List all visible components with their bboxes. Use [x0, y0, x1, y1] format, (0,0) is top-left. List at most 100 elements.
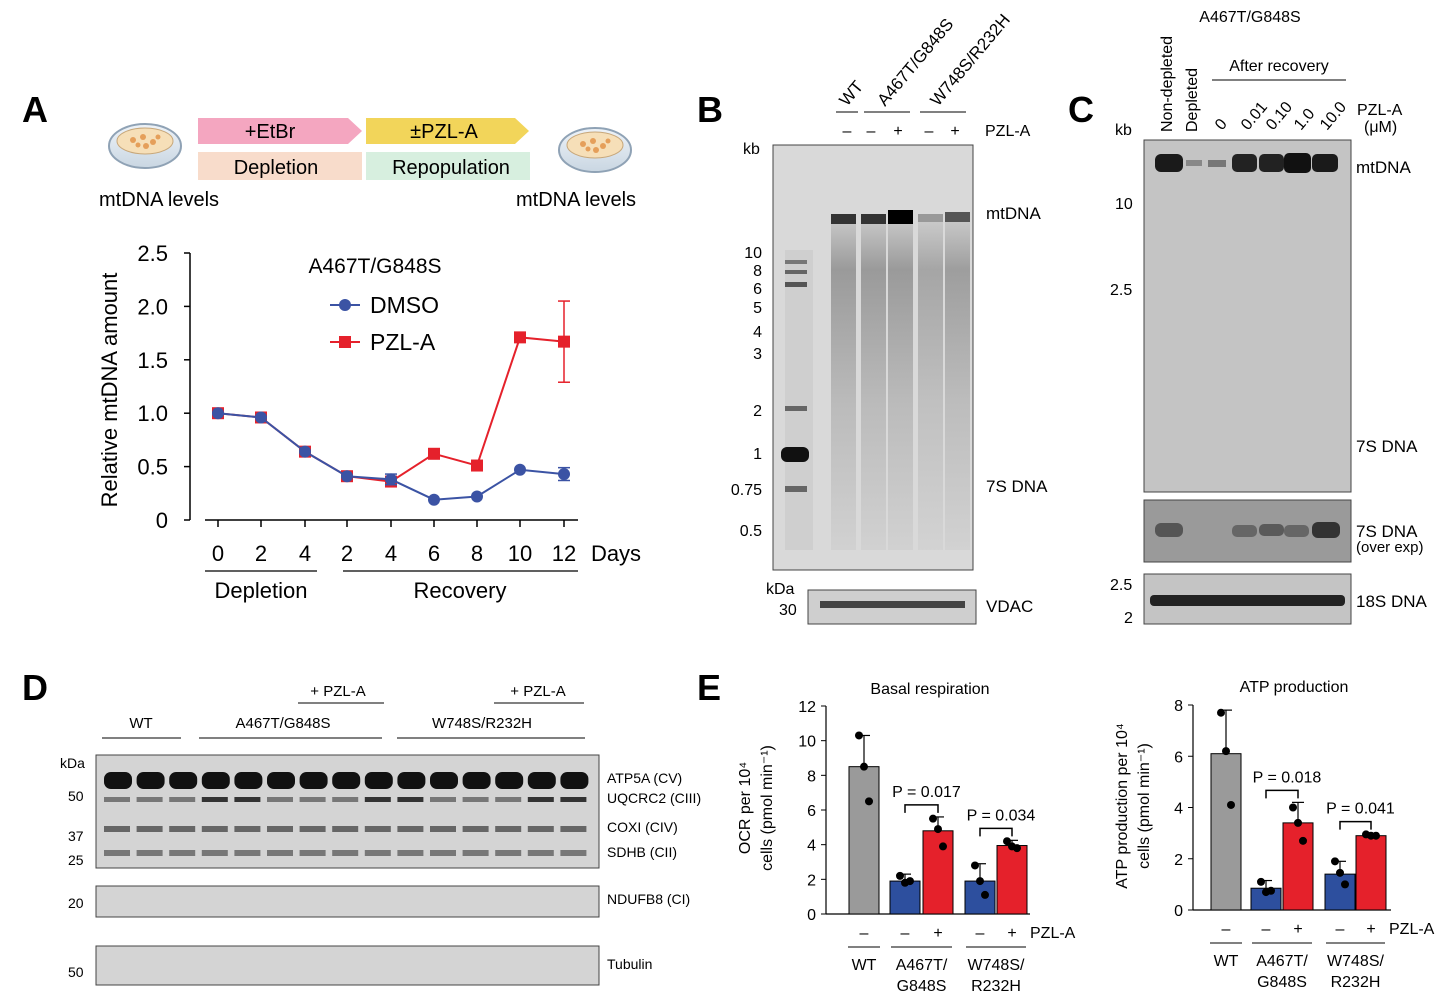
etbr-arrow	[198, 118, 362, 144]
replicate-point	[1289, 803, 1297, 812]
atp5a-band	[527, 772, 556, 789]
ladder-05: 0.5	[740, 523, 762, 540]
atp5a-band	[430, 772, 458, 789]
atp5a-band	[397, 772, 426, 789]
y-tick-label: 0	[1174, 903, 1183, 920]
ladder-8: 8	[753, 263, 762, 280]
y-tick-label: 2.0	[137, 294, 168, 319]
dose-0: 0	[1212, 116, 1231, 134]
coxi-band	[201, 826, 228, 832]
mtdna-line-chart: Relative mtDNA amount A467T/G848S DMSO P…	[97, 241, 641, 603]
ladder-bands	[781, 260, 809, 492]
overexp-label-1: 7S DNA	[1356, 522, 1418, 541]
sdhb-band	[462, 850, 489, 856]
protein-uqcrc2: UQCRC2 (CIII)	[607, 790, 701, 806]
replicate-point	[1267, 886, 1275, 895]
ladder-5: 5	[753, 300, 762, 317]
y-tick-label: 4	[807, 838, 816, 855]
group-recovery-label: Recovery	[414, 578, 507, 603]
point-dmso	[212, 407, 224, 420]
x-tick-label: 0	[212, 541, 224, 566]
lane-wt: WT	[836, 77, 868, 109]
treatment-sign: –	[976, 925, 985, 942]
18s-label: 18S DNA	[1356, 592, 1428, 611]
atp-ylabel-2: cells (pmol min⁻¹)	[1136, 743, 1153, 869]
depletion-box	[198, 152, 362, 180]
treatment-label: PZL-A	[1389, 921, 1435, 938]
c-band-5	[1259, 154, 1284, 172]
significance-bracket	[1339, 820, 1372, 830]
y-tick-label: 1.0	[137, 401, 168, 426]
treatment-label: PZL-A	[1030, 925, 1076, 942]
kb-label-c: kb	[1115, 122, 1132, 139]
protein-atp5a: ATP5A (CV)	[607, 770, 682, 786]
bar	[1355, 835, 1387, 911]
uqcrc2-band	[201, 797, 228, 802]
y-tick-label: 12	[798, 699, 816, 716]
y-axis-label: Relative mtDNA amount	[97, 273, 122, 508]
c-header: A467T/G848S	[1199, 9, 1300, 26]
x-axis-unit: Days	[591, 541, 641, 566]
kda-30: 30	[779, 602, 797, 619]
replicate-point	[1227, 800, 1235, 809]
x-tick-label: 4	[299, 541, 311, 566]
marker-37: 37	[68, 828, 84, 844]
c-band-3	[1208, 160, 1226, 167]
x-tick-label: 6	[428, 541, 440, 566]
y-tick-label: 2	[807, 872, 816, 889]
band-mtdna-b: mtDNA	[986, 204, 1041, 223]
treat-b-label: PZL-A	[985, 123, 1031, 140]
dose-unit: (μM)	[1364, 119, 1397, 136]
mtdna-levels-left: mtDNA levels	[99, 189, 219, 211]
replicate-point	[860, 762, 868, 771]
protein-tubulin: Tubulin	[607, 956, 652, 972]
coxi-band	[397, 826, 424, 832]
significance-bracket	[979, 827, 1013, 837]
treatment-sign: –	[1222, 921, 1231, 938]
mtdna-levels-right: mtDNA levels	[516, 189, 636, 211]
kb-label-b: kb	[743, 141, 760, 158]
uqcrc2-band	[169, 797, 196, 802]
treat-b-4: –	[925, 123, 934, 140]
replicate-point	[865, 797, 873, 806]
panel-d: D + PZL-A + PZL-A WT A467T/G848S W748S/R…	[22, 667, 701, 986]
atp-production-chart: ATP production ATP production per 10⁴ ce…	[1114, 679, 1435, 991]
treatment-sign: –	[901, 925, 910, 942]
pzla-arrow	[366, 118, 529, 144]
group-a467t: A467T/G848S	[235, 715, 330, 732]
dose-label: PZL-A	[1357, 102, 1403, 119]
point-pzla	[428, 447, 440, 460]
ladder-2: 2	[753, 403, 762, 420]
marker-50-a: 50	[68, 788, 84, 804]
sdhb-band	[169, 850, 196, 856]
replicate-point	[1222, 747, 1230, 756]
ndufb8-blot	[95, 885, 600, 918]
sdhb-band	[299, 850, 326, 856]
point-dmso	[299, 445, 311, 458]
coxi-band	[332, 826, 359, 832]
panel-e-letter: E	[697, 667, 721, 708]
group-label: WT	[852, 957, 877, 974]
coxi-band	[267, 826, 293, 832]
treatment-sign: +	[933, 925, 942, 942]
protein-sdhb: SDHB (CII)	[607, 844, 677, 860]
ocr-ylabel-2: cells (pmol min⁻¹)	[759, 745, 776, 871]
replicate-point	[1217, 708, 1225, 717]
uqcrc2-band	[136, 797, 163, 802]
atp5a-band	[364, 772, 393, 789]
dose-010: 0.10	[1263, 99, 1296, 134]
significance-bracket	[1265, 789, 1299, 799]
ladder-c-25: 2.5	[1110, 282, 1132, 299]
legend-pzla-label: PZL-A	[370, 329, 436, 355]
dose-10: 10.0	[1317, 99, 1350, 134]
replicate-point	[1013, 844, 1021, 853]
band-mtdna-c: mtDNA	[1356, 158, 1411, 177]
ladder-4: 4	[753, 324, 762, 341]
treatment-sign: –	[1262, 921, 1271, 938]
protein-ndufb8: NDUFB8 (CI)	[607, 891, 690, 907]
replicate-point	[1331, 857, 1339, 866]
panel-b-letter: B	[697, 89, 723, 130]
pzla-group-1: + PZL-A	[310, 683, 365, 700]
ladder-1: 1	[753, 446, 762, 463]
basal-respiration-chart: Basal respiration OCR per 10⁴ cells (pmo…	[737, 681, 1076, 995]
